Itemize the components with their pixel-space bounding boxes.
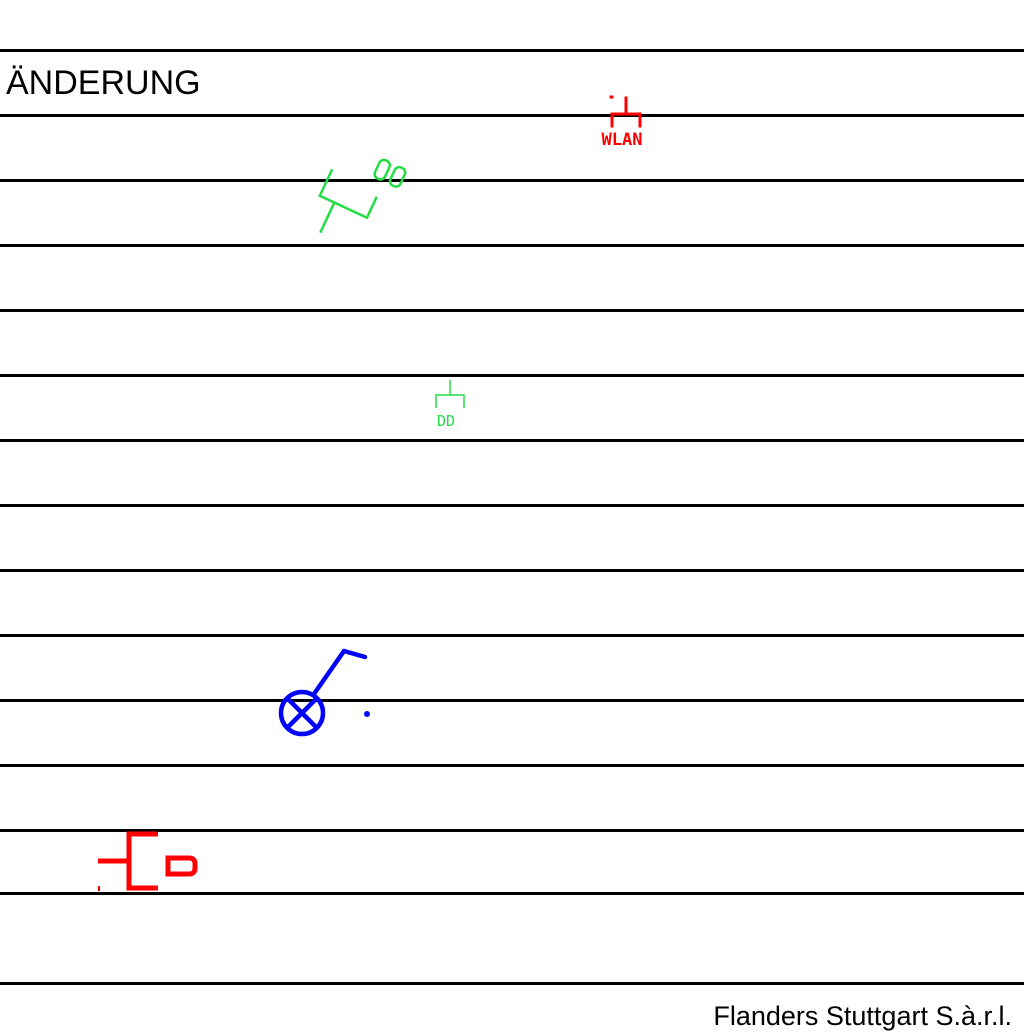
row-line — [0, 309, 1024, 312]
company-name: Flanders Stuttgart S.à.r.l. — [713, 1001, 1012, 1031]
blue-device-symbol[interactable] — [278, 648, 370, 737]
dd-label: DD — [437, 412, 455, 430]
row-line — [0, 892, 1024, 895]
rotated-outlet-icon — [318, 158, 407, 234]
red-device-symbol[interactable] — [98, 831, 198, 891]
wlan-label: WLAN — [602, 130, 643, 150]
row-line — [0, 179, 1024, 182]
row-line — [0, 114, 1024, 117]
row-line — [0, 439, 1024, 442]
row-line — [0, 982, 1024, 985]
row-line — [0, 374, 1024, 377]
row-line — [0, 634, 1024, 637]
junction-box-icon — [98, 831, 198, 891]
row-line — [0, 569, 1024, 572]
network-outlet-icon — [435, 380, 465, 408]
row-line — [0, 244, 1024, 247]
row-line — [0, 699, 1024, 702]
dd-symbol[interactable]: DD — [435, 380, 465, 430]
row-line — [0, 49, 1024, 52]
row-line — [0, 829, 1024, 832]
blue-dot — [364, 711, 370, 717]
sheet-title: ÄNDERUNG — [6, 64, 201, 102]
network-outlet-icon — [609, 95, 642, 128]
lamp-crossed-circle-icon — [278, 648, 368, 737]
row-line — [0, 504, 1024, 507]
row-line — [0, 764, 1024, 767]
wlan-symbol[interactable]: WLAN — [602, 95, 643, 150]
green-device-symbol[interactable] — [306, 141, 407, 253]
